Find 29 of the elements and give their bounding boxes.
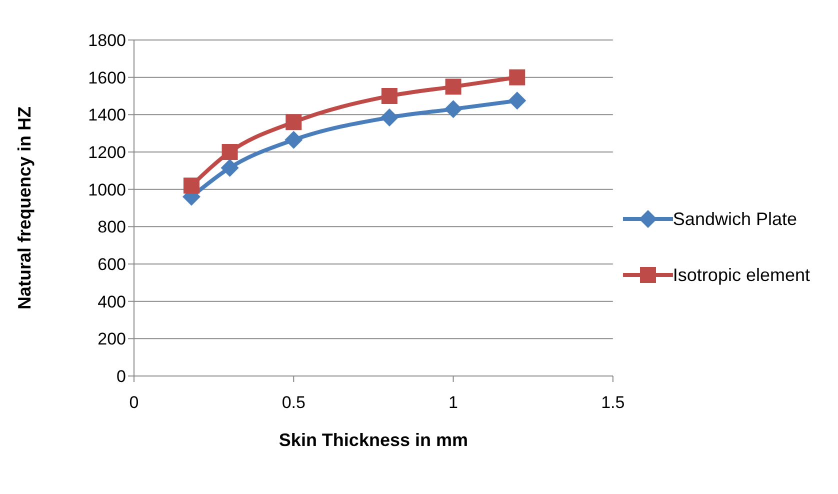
point: [508, 92, 526, 110]
y-tick-label: 1200: [88, 143, 126, 162]
y-tick-label: 0: [116, 367, 126, 386]
y-tick-label: 200: [98, 330, 126, 349]
point: [284, 130, 303, 149]
point: [444, 100, 462, 118]
point: [381, 88, 398, 104]
y-tick-label: 1000: [88, 180, 126, 200]
y-tick-label: 1800: [88, 31, 126, 50]
x-tick-label: 1: [448, 393, 458, 412]
point: [222, 144, 238, 160]
point: [220, 158, 239, 177]
x-tick-label: 0: [129, 393, 139, 412]
y-axis-title: Natural frequency in HZ: [14, 106, 34, 310]
y-tick-label: 600: [98, 255, 126, 274]
point: [509, 69, 526, 86]
point: [380, 108, 398, 126]
y-tick-label: 400: [98, 292, 126, 312]
legend-label: Sandwich Plate: [672, 208, 797, 230]
point: [445, 78, 462, 95]
y-tick-label: 800: [98, 218, 126, 237]
x-tick-label: 1.5: [601, 393, 625, 412]
x-axis-title: Skin Thickness in mm: [278, 430, 468, 450]
x-tick-label: 0.5: [282, 393, 306, 412]
y-tick-label: 1400: [88, 106, 126, 125]
y-tick-label: 1600: [88, 68, 126, 88]
legend-label: Isotropic element: [672, 264, 810, 286]
point: [286, 114, 302, 130]
point: [183, 178, 200, 194]
